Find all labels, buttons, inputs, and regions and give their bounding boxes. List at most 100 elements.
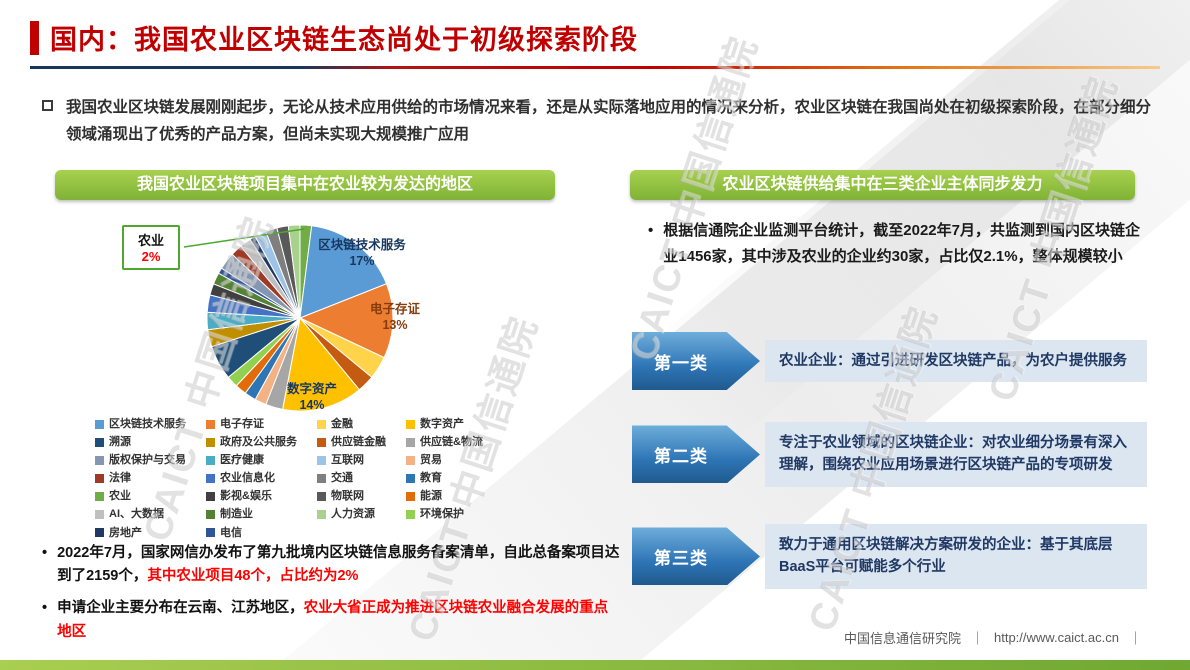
legend-swatch <box>206 491 215 501</box>
slide-header: 国内：我国农业区块链生态尚处于初级探索阶段 <box>30 18 638 57</box>
legend-label: 供应链金融 <box>331 436 386 449</box>
legend-label: 影视&娱乐 <box>220 490 272 503</box>
legend-item: 政府及公共服务 <box>206 436 297 448</box>
bullet-dot: • <box>42 600 48 617</box>
legend-swatch <box>206 528 215 538</box>
category-row-2: 第二类 专注于农业领域的区块链企业：对农业细分场景有深入理解，围绕农业应用场景进… <box>632 422 1147 487</box>
intro-text: 我国农业区块链发展刚刚起步，无论从技术应用供给的市场情况来看，还是从实际落地应用… <box>66 99 1152 144</box>
legend-swatch <box>95 528 104 538</box>
pie-label-name: 区块链技术服务 <box>318 238 406 252</box>
bullet-filing-stats: • 2022年7月，国家网信办发布了第九批境内区块链信息服务备案清单，自此总备案… <box>42 542 620 588</box>
legend-item: 数字资产 <box>406 418 483 430</box>
legend-label: 电子存证 <box>220 418 264 430</box>
title-divider <box>30 66 1160 69</box>
legend-label: 制造业 <box>220 508 253 521</box>
text-segment: ，整体规模较小 <box>1017 248 1123 266</box>
legend-label: 互联网 <box>331 454 364 467</box>
bullet-dot: • <box>648 222 654 239</box>
legend-item: 影视&娱乐 <box>206 490 297 502</box>
legend-item: 区块链技术服务 <box>95 418 186 430</box>
monitoring-stats-text: 根据信通院企业监测平台统计，截至2022年7月，共监测到国内区块链企业1456家… <box>663 218 1150 271</box>
bullet-region-distribution: • 申请企业主要分布在云南、江苏地区，农业大省正成为推进区块链农业融合发展的重点… <box>42 597 620 643</box>
pie-svg <box>183 224 394 412</box>
text-segment: ，其中涉及农业的企业约 <box>726 248 892 266</box>
legend-label: 能源 <box>420 490 442 503</box>
legend-label: 供应链&物流 <box>420 436 483 449</box>
text-segment: 1456家 <box>678 248 727 266</box>
legend-column: 金融供应链金融互联网交通物联网人力资源 <box>317 418 386 539</box>
legend-label: 政府及公共服务 <box>220 436 297 449</box>
legend-item: 农业信息化 <box>206 472 297 484</box>
legend-item: 供应链&物流 <box>406 436 483 448</box>
pie-label-name: 数字资产 <box>286 382 337 396</box>
legend-swatch <box>95 455 104 465</box>
pie-label-name: 电子存证 <box>369 302 420 316</box>
legend-swatch <box>206 419 215 429</box>
text-segment: 30家 <box>891 248 924 266</box>
pie-slice-电子存证 <box>298 283 394 359</box>
legend-label: 环境保护 <box>420 508 464 521</box>
legend-swatch <box>406 419 415 429</box>
legend-label: 贸易 <box>420 454 442 467</box>
category-arrow: 第二类 <box>632 425 760 484</box>
callout-name: 农业 <box>137 233 164 248</box>
legend-label: 房地产 <box>109 526 142 539</box>
legend-swatch <box>95 473 104 483</box>
legend-swatch <box>317 437 326 447</box>
pie-label-percent: 13% <box>382 318 408 333</box>
category-row-3: 第三类 致力于通用区块链解决方案研发的企业：基于其底层BaaS平台可赋能多个行业 <box>632 524 1147 589</box>
chart-legend: 区块链技术服务 溯源 版权保护与交易 法律 农业 AI、大数据 房地产 电子存证 政府及公共服务… <box>95 418 483 539</box>
text-segment: 其中农业项目48个，占比约为2% <box>147 568 359 585</box>
legend-item: 溯源 <box>95 436 186 448</box>
legend-swatch <box>206 455 215 465</box>
text-segment: 2022年7月，国家网信办发布了第九批境内区块链信息服务备案清单，自此总备案项目… <box>57 545 620 585</box>
legend-swatch <box>206 437 215 447</box>
legend-item: 供应链金融 <box>317 436 386 448</box>
title-accent-bar <box>30 20 39 55</box>
legend-label: 教育 <box>420 472 442 485</box>
legend-label: 金融 <box>331 418 353 430</box>
footer-separator: ｜ <box>1128 631 1142 646</box>
legend-swatch <box>206 473 215 483</box>
left-bullet-list: • 2022年7月，国家网信办发布了第九批境内区块链信息服务备案清单，自此总备案… <box>42 542 620 653</box>
callout-leader-line <box>183 228 305 248</box>
legend-item: 交通 <box>317 472 386 484</box>
legend-column: 电子存证 政府及公共服务 医疗健康 农业信息化 影视&娱乐 制造业 电信 <box>206 418 297 539</box>
legend-column: 区块链技术服务 溯源 版权保护与交易 法律 农业 AI、大数据 房地产 <box>95 418 186 539</box>
legend-swatch <box>317 473 326 483</box>
legend-swatch <box>206 510 215 520</box>
legend-swatch <box>406 491 415 501</box>
legend-label: 版权保护与交易 <box>109 454 186 467</box>
legend-swatch <box>95 510 104 520</box>
legend-item: 教育 <box>406 472 483 484</box>
pie-slice-数字资产 <box>282 316 361 412</box>
left-section-banner: 我国农业区块链项目集中在农业较为发达的地区 <box>55 170 555 200</box>
legend-swatch <box>406 437 415 447</box>
text-segment: ，占比仅 <box>923 248 984 266</box>
legend-swatch <box>95 437 104 447</box>
legend-label: 数字资产 <box>420 418 464 430</box>
pie-label-blockchain-services: 区块链技术服务 17% <box>312 237 412 270</box>
legend-swatch <box>406 473 415 483</box>
category-arrow: 第三类 <box>632 527 760 586</box>
footer-separator: ｜ <box>970 631 984 646</box>
text-segment: 申请企业主要分布在云南、江苏地区， <box>57 600 304 617</box>
callout-percent: 2% <box>141 249 161 264</box>
category-description: 致力于通用区块链解决方案研发的企业：基于其底层BaaS平台可赋能多个行业 <box>765 524 1147 589</box>
legend-label: 人力资源 <box>331 508 375 521</box>
legend-label: 农业信息化 <box>220 472 275 485</box>
footer-url[interactable]: http://www.caict.ac.cn <box>993 630 1119 645</box>
text-segment: 2.1% <box>983 248 1018 266</box>
pie-label-percent: 17% <box>349 254 375 269</box>
legend-item: 电子存证 <box>206 418 297 430</box>
agriculture-callout: 农业 2% <box>122 225 180 270</box>
category-description: 农业企业：通过引进研发区块链产品，为农户提供服务 <box>765 339 1147 383</box>
monitoring-stats: • 根据信通院企业监测平台统计，截至2022年7月，共监测到国内区块链企业145… <box>648 218 1150 271</box>
pie-label-evidence-storage: 电子存证 13% <box>355 301 435 334</box>
legend-label: 物联网 <box>331 490 364 503</box>
pie-label-percent: 14% <box>299 398 325 413</box>
legend-label: 农业 <box>109 490 131 503</box>
text-segment: 农业大省正成为推进区块链农业融合发展的重点地区 <box>57 600 609 640</box>
legend-item: 金融 <box>317 418 386 430</box>
